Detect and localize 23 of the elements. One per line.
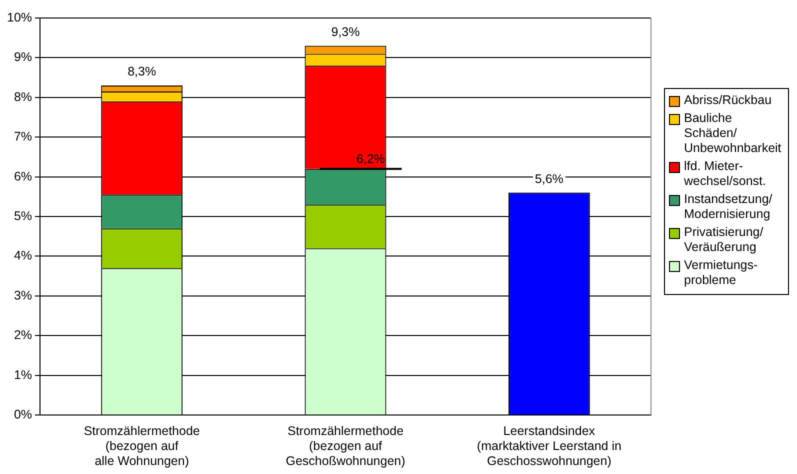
y-tick-label: 9% bbox=[14, 50, 32, 64]
x-tick-label: Leerstandsindex (marktaktiver Leerstand in Geschosswohnungen) bbox=[476, 424, 622, 468]
legend-label: Privatisierung/ Veräußerung bbox=[684, 225, 764, 255]
total-label: 5,6% bbox=[534, 172, 564, 186]
legend-label: Vermietungs- probleme bbox=[684, 258, 758, 288]
y-tick-label: 6% bbox=[14, 169, 32, 184]
total-label: 8,3% bbox=[128, 64, 156, 79]
y-tick-label: 4% bbox=[14, 248, 32, 263]
y-tick-label: 10% bbox=[6, 10, 32, 24]
y-tick-label: 7% bbox=[14, 130, 32, 144]
y-tick-label: 1% bbox=[14, 368, 32, 382]
x-tick-label: Stromzählermethode (bezogen auf Geschoßwohnungen) bbox=[286, 424, 406, 468]
y-tick-label: 3% bbox=[14, 288, 32, 302]
y-tick-label: 8% bbox=[14, 90, 32, 104]
x-tick-label: Stromzählermethode (bezogen auf alle Wohnungen) bbox=[84, 424, 200, 468]
legend-label: Instandsetzung/ Modernisierung bbox=[684, 192, 772, 222]
y-tick-label: 2% bbox=[14, 328, 32, 342]
legend-label: lfd. Mieter- wechsel/sonst. bbox=[684, 159, 766, 189]
total-label: 9,3% bbox=[331, 24, 360, 39]
legend-label: Abriss/Rückbau bbox=[684, 93, 772, 108]
ref-line-label: 6,2% bbox=[356, 152, 385, 166]
y-tick-label: 0% bbox=[14, 407, 32, 422]
y-tick-label: 5% bbox=[14, 208, 32, 223]
